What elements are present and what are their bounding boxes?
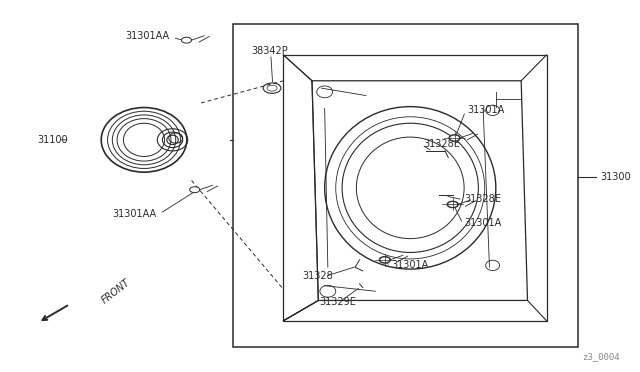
Text: 31301AA: 31301AA xyxy=(125,32,170,41)
Text: 31301AA: 31301AA xyxy=(113,209,157,219)
Text: 31301A: 31301A xyxy=(464,218,501,228)
Circle shape xyxy=(189,187,200,193)
Text: 31329E: 31329E xyxy=(319,297,356,307)
Text: 31328E: 31328E xyxy=(423,138,460,148)
Text: 31300: 31300 xyxy=(600,172,631,182)
Text: 31100: 31100 xyxy=(37,135,68,145)
Text: 38342P: 38342P xyxy=(252,46,289,56)
Circle shape xyxy=(380,257,390,263)
Text: 31301A: 31301A xyxy=(467,105,504,115)
Bar xyxy=(233,23,578,347)
Circle shape xyxy=(449,135,460,141)
Circle shape xyxy=(379,257,390,263)
Text: 31328E: 31328E xyxy=(464,194,501,204)
Text: 31301A: 31301A xyxy=(391,260,428,270)
Text: 31328: 31328 xyxy=(303,272,333,282)
Circle shape xyxy=(449,135,460,141)
Text: z3_0004: z3_0004 xyxy=(582,352,620,361)
Circle shape xyxy=(447,202,458,208)
Text: FRONT: FRONT xyxy=(100,277,132,305)
Circle shape xyxy=(181,37,191,43)
Circle shape xyxy=(447,201,458,208)
